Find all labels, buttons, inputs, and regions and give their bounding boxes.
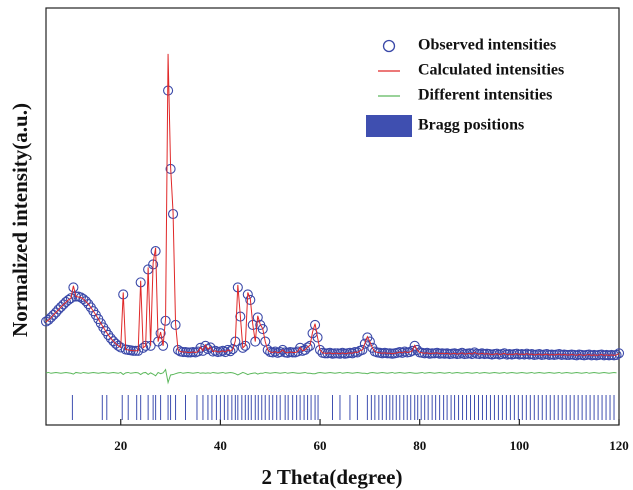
data-point (195, 342, 206, 353)
x-tick-label: 40 (214, 438, 227, 453)
data-point (305, 340, 316, 351)
data-point (65, 293, 76, 304)
data-point (68, 282, 79, 293)
data-point (359, 338, 370, 349)
series-line (45, 53, 620, 356)
legend-label: Different intensities (418, 87, 552, 104)
data-point (50, 307, 62, 318)
series-line (45, 368, 617, 385)
x-tick-label: 80 (413, 438, 426, 453)
y-axis-title: Normalized intensity(a.u.) (8, 103, 32, 337)
data-point (155, 328, 166, 339)
data-point (499, 348, 510, 359)
data-point (105, 333, 116, 344)
data-point (302, 342, 313, 353)
data-point (220, 346, 231, 358)
data-point (295, 342, 306, 353)
data-point (262, 344, 273, 355)
legend-marker (382, 39, 396, 53)
data-point (357, 344, 368, 355)
x-tick-label: 20 (114, 438, 127, 453)
data-point (252, 312, 263, 323)
data-point (257, 324, 268, 335)
data-point (352, 347, 363, 358)
data-point (407, 345, 418, 356)
data-point (227, 344, 238, 355)
data-point (48, 309, 59, 320)
legend: Observed intensities Calculated intensiti… (366, 37, 564, 137)
x-tick-label: 120 (609, 438, 629, 453)
data-point (613, 348, 625, 359)
data-point (200, 340, 211, 351)
bragg-ticks (71, 395, 615, 420)
data-point (469, 347, 480, 358)
data-point (277, 344, 288, 355)
data-point (210, 345, 221, 356)
data-point (310, 319, 321, 330)
x-tick-label: 60 (314, 438, 327, 453)
legend-swatch (366, 115, 412, 137)
plot-frame (45, 7, 620, 426)
legend-label: Bragg positions (418, 117, 524, 134)
data-point (312, 332, 323, 343)
legend-label: Calculated intensities (418, 62, 564, 79)
data-point (83, 299, 94, 310)
x-axis-title: 2 Theta(degree) (262, 465, 403, 489)
data-point (245, 294, 256, 305)
data-point (80, 296, 91, 307)
legend-label: Observed intensities (418, 37, 556, 54)
data-point (103, 329, 114, 340)
observed-points (40, 85, 625, 361)
x-tick-label: 100 (510, 438, 530, 453)
data-point (456, 347, 468, 358)
